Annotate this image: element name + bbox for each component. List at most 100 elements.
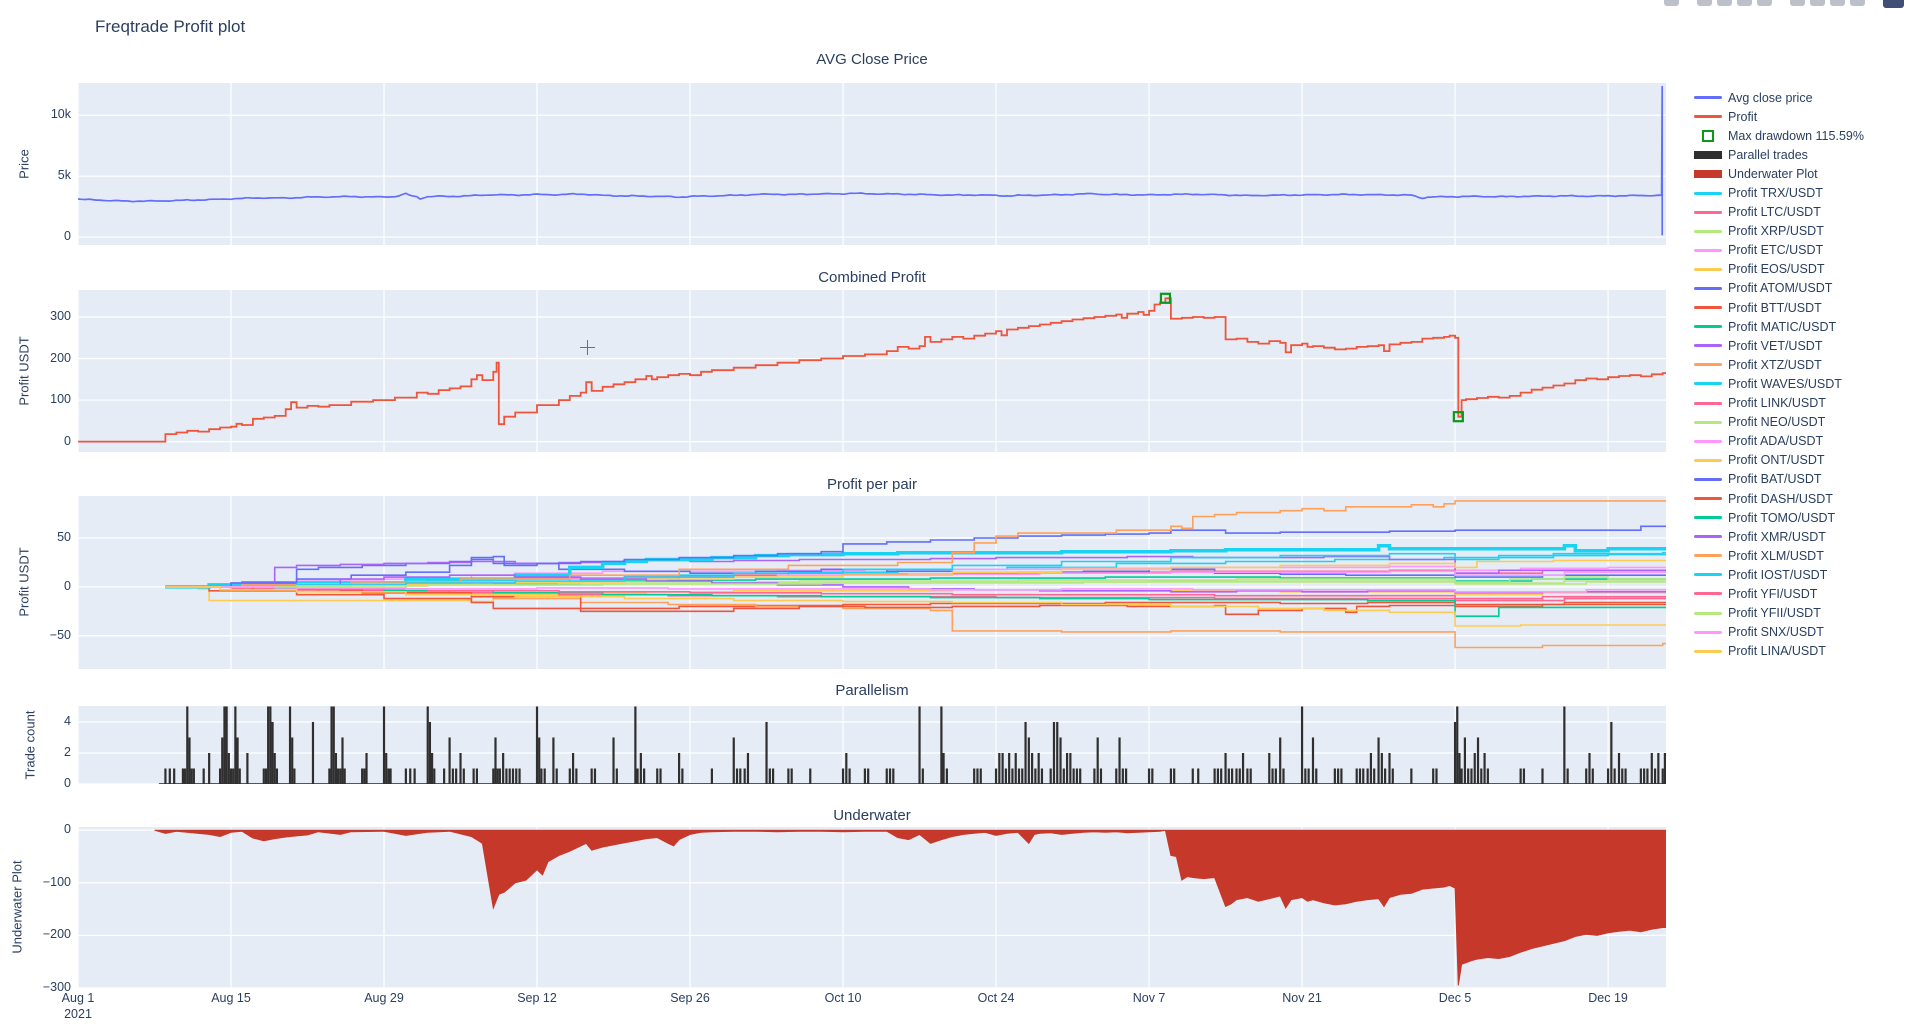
- subplot-title-avg-close-price: AVG Close Price: [816, 51, 928, 68]
- plotly-logo[interactable]: [1883, 0, 1904, 8]
- legend-label: Profit ADA/USDT: [1728, 434, 1824, 449]
- autoscale-icon[interactable]: [1830, 0, 1845, 6]
- legend-item[interactable]: Profit SNX/USDT: [1694, 623, 1910, 642]
- legend-item[interactable]: Profit XRP/USDT: [1694, 222, 1910, 241]
- legend-swatch-icon: [1694, 115, 1722, 119]
- legend-label: Profit DASH/USDT: [1728, 491, 1833, 506]
- legend-swatch-icon: [1694, 96, 1722, 100]
- pan-icon[interactable]: [1717, 0, 1732, 6]
- x-tick-label: Aug 15: [211, 991, 251, 1005]
- legend-item[interactable]: Profit TRX/USDT: [1694, 183, 1910, 202]
- legend-item[interactable]: Profit EOS/USDT: [1694, 260, 1910, 279]
- legend-item[interactable]: Profit WAVES/USDT: [1694, 374, 1910, 393]
- legend-label: Profit MATIC/USDT: [1728, 319, 1837, 334]
- legend-swatch-icon: [1694, 439, 1722, 443]
- subplot-profit-per-pair[interactable]: [78, 496, 1666, 669]
- legend-swatch-icon: [1694, 344, 1722, 348]
- y-tick-label: −100: [42, 874, 71, 889]
- legend-swatch-icon: [1694, 420, 1722, 424]
- y-tick-label: −50: [49, 627, 71, 642]
- legend-swatch-icon: [1694, 363, 1722, 367]
- legend-label: Parallel trades: [1728, 147, 1808, 162]
- legend-label: Profit NEO/USDT: [1728, 415, 1826, 430]
- legend-item[interactable]: Underwater Plot: [1694, 164, 1910, 183]
- legend-swatch-icon: [1694, 325, 1722, 329]
- legend-item[interactable]: Parallel trades: [1694, 145, 1910, 164]
- legend-label: Profit ONT/USDT: [1728, 453, 1825, 468]
- legend-item[interactable]: Profit ADA/USDT: [1694, 432, 1910, 451]
- x-tick-label: Dec 5: [1438, 991, 1472, 1005]
- legend-swatch-icon: [1694, 150, 1722, 159]
- legend-label: Profit BTT/USDT: [1728, 300, 1822, 315]
- legend-label: Profit XRP/USDT: [1728, 224, 1824, 239]
- x-tick-label: Nov 7: [1132, 991, 1166, 1005]
- legend-label: Profit TRX/USDT: [1728, 186, 1823, 201]
- legend-item[interactable]: Profit XLM/USDT: [1694, 546, 1910, 565]
- legend-item[interactable]: Profit BAT/USDT: [1694, 470, 1910, 489]
- legend-swatch-icon: [1694, 516, 1722, 520]
- legend-swatch-icon: [1694, 630, 1722, 634]
- subplot-combined-profit[interactable]: [78, 290, 1666, 452]
- y-tick-label: 300: [50, 309, 71, 323]
- legend-item[interactable]: Avg close price: [1694, 88, 1910, 107]
- subplot-avg-close-price[interactable]: [78, 83, 1666, 245]
- legend-item[interactable]: Profit XTZ/USDT: [1694, 355, 1910, 374]
- legend-item[interactable]: Max drawdown 115.59%: [1694, 126, 1910, 145]
- y-tick-label: 0: [64, 822, 71, 837]
- y-tick-label: 10k: [50, 107, 71, 122]
- y-tick-label: 100: [50, 392, 71, 407]
- legend-item[interactable]: Profit NEO/USDT: [1694, 413, 1910, 432]
- download-plot-icon[interactable]: [1664, 0, 1679, 6]
- legend-item[interactable]: Profit XMR/USDT: [1694, 527, 1910, 546]
- y-tick-label: 0: [64, 578, 71, 593]
- legend-item[interactable]: Profit LINA/USDT: [1694, 642, 1910, 661]
- zoom-icon[interactable]: [1697, 0, 1712, 6]
- legend-item[interactable]: Profit LINK/USDT: [1694, 394, 1910, 413]
- lasso-select-icon[interactable]: [1757, 0, 1772, 6]
- legend-item[interactable]: Profit DASH/USDT: [1694, 489, 1910, 508]
- legend-item[interactable]: Profit VET/USDT: [1694, 336, 1910, 355]
- legend-swatch-icon: [1694, 286, 1722, 290]
- legend-item[interactable]: Profit ATOM/USDT: [1694, 279, 1910, 298]
- legend-label: Profit ATOM/USDT: [1728, 281, 1833, 296]
- legend-item[interactable]: Profit YFII/USDT: [1694, 604, 1910, 623]
- box-select-icon[interactable]: [1737, 0, 1752, 6]
- legend-label: Profit: [1728, 109, 1758, 124]
- legend-swatch-icon: [1694, 497, 1722, 501]
- subplot-underwater[interactable]: [78, 827, 1666, 988]
- legend-item[interactable]: Profit MATIC/USDT: [1694, 317, 1910, 336]
- x-tick-label: Nov 21: [1282, 991, 1322, 1005]
- zoom-out-icon[interactable]: [1810, 0, 1825, 6]
- legend-label: Profit VET/USDT: [1728, 338, 1823, 353]
- legend-label: Profit LINA/USDT: [1728, 644, 1826, 659]
- legend-swatch-icon: [1694, 458, 1722, 462]
- legend-swatch-icon: [1694, 248, 1722, 252]
- legend-label: Profit BAT/USDT: [1728, 472, 1822, 487]
- legend-item[interactable]: Profit TOMO/USDT: [1694, 508, 1910, 527]
- legend-item[interactable]: Profit IOST/USDT: [1694, 565, 1910, 584]
- reset-axes-icon[interactable]: [1850, 0, 1865, 6]
- y-tick-label: 0: [64, 229, 71, 244]
- legend-item[interactable]: Profit YFI/USDT: [1694, 584, 1910, 603]
- subplot-title-parallelism: Parallelism: [835, 682, 909, 699]
- legend-swatch-icon: [1694, 191, 1722, 195]
- legend-label: Profit YFI/USDT: [1728, 586, 1818, 601]
- legend-swatch-icon: [1694, 382, 1722, 386]
- legend-swatch-icon: [1694, 477, 1722, 481]
- legend-item[interactable]: Profit ETC/USDT: [1694, 241, 1910, 260]
- zoom-in-icon[interactable]: [1790, 0, 1805, 6]
- legend-swatch-icon: [1694, 129, 1722, 142]
- y-tick-label: 4: [64, 713, 71, 728]
- legend-label: Profit XLM/USDT: [1728, 548, 1824, 563]
- x-tick-label: Aug 1: [61, 991, 95, 1005]
- legend: Avg close price Profit Max drawdown 115.59…: [1694, 88, 1910, 661]
- x-tick-label: Sep 12: [517, 991, 557, 1005]
- subplot-parallelism[interactable]: [78, 706, 1666, 784]
- legend-item[interactable]: Profit LTC/USDT: [1694, 203, 1910, 222]
- legend-item[interactable]: Profit BTT/USDT: [1694, 298, 1910, 317]
- legend-item[interactable]: Profit ONT/USDT: [1694, 451, 1910, 470]
- page-title: Freqtrade Profit plot: [95, 17, 246, 36]
- legend-label: Underwater Plot: [1728, 166, 1818, 181]
- legend-item[interactable]: Profit: [1694, 107, 1910, 126]
